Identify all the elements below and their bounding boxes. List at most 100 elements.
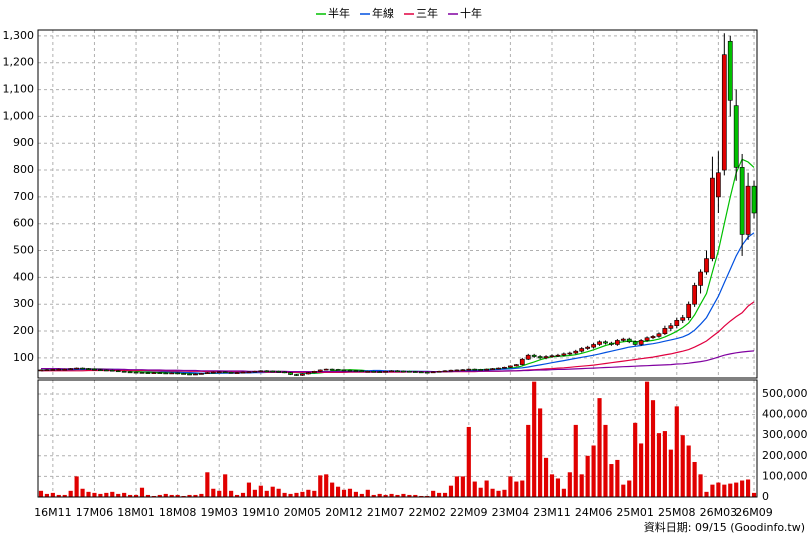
volume-bar: [442, 492, 448, 497]
volume-bar: [324, 474, 329, 497]
candle-body: [395, 370, 400, 373]
volume-bar: [359, 493, 364, 497]
candle-body: [674, 320, 680, 326]
candle-body: [496, 367, 501, 370]
volume-bar: [395, 494, 400, 497]
candle-body: [98, 369, 103, 371]
volume-bar: [371, 494, 376, 497]
volume-bar: [538, 408, 543, 497]
volume-bar: [44, 493, 49, 497]
volume-bar: [460, 476, 465, 497]
y-tick-label: 100,000: [762, 469, 808, 482]
volume-bar: [187, 494, 192, 497]
candle-body: [133, 371, 139, 374]
candle-body: [412, 371, 418, 373]
y-tick-label: 1,200: [3, 56, 35, 69]
volume-bar: [621, 484, 626, 497]
volume-bar: [466, 426, 471, 497]
candle-body: [579, 348, 585, 352]
volume-bar: [627, 480, 632, 497]
volume-bar: [288, 493, 293, 497]
volume-bar: [50, 492, 55, 497]
candle-body: [407, 370, 412, 373]
volume-bar: [122, 492, 127, 497]
candle-body: [365, 370, 371, 373]
x-tick-label: 26M09: [735, 506, 773, 519]
volume-bar: [704, 491, 709, 497]
volume-bar: [734, 482, 739, 497]
volume-bar: [276, 488, 281, 497]
volume-bar: [300, 491, 305, 497]
volume-bar: [543, 457, 549, 497]
candle-body: [258, 370, 264, 373]
volume-bar: [246, 482, 252, 497]
candle-body: [383, 370, 388, 373]
y-tick-label: 0: [762, 490, 769, 503]
x-tick-label: 19M10: [242, 506, 280, 519]
candle-body: [686, 303, 692, 318]
candle-body: [543, 356, 549, 359]
volume-bar: [549, 474, 555, 497]
candle-body: [44, 369, 50, 371]
candle-body: [145, 372, 151, 374]
volume-bar: [86, 491, 91, 497]
volume-bar: [258, 485, 263, 497]
candle-body: [591, 344, 596, 348]
volume-bar: [282, 492, 287, 497]
volume-bar: [98, 493, 103, 497]
candle-body: [317, 369, 323, 372]
candle-body: [50, 369, 56, 371]
candle-body: [68, 368, 74, 370]
volume-bar: [104, 492, 109, 497]
candle-body: [389, 370, 394, 373]
candle-body: [80, 367, 85, 370]
volume-bar: [365, 489, 370, 497]
candle-body: [187, 373, 192, 376]
volume-bar: [567, 472, 572, 497]
candle-body: [347, 369, 353, 372]
volume-bar: [252, 489, 257, 497]
volume-bar: [145, 494, 151, 497]
legend-label: 三年: [416, 6, 438, 20]
volume-bar: [686, 445, 691, 497]
volume-bar: [448, 485, 454, 497]
plot-frame: [37, 29, 758, 379]
candle-body: [264, 370, 270, 373]
candle-body: [103, 369, 109, 372]
candle-body: [199, 373, 204, 375]
candle-body: [377, 371, 383, 373]
candle-body: [656, 333, 662, 337]
volume-bar: [478, 487, 483, 497]
candle-body: [609, 342, 614, 345]
y-tick-label: 500: [13, 244, 34, 257]
volume-bar: [341, 489, 347, 497]
volume-bar: [728, 483, 733, 497]
candle-body: [359, 370, 365, 373]
volume-bar: [573, 424, 578, 497]
volume-bar: [656, 433, 662, 497]
volume-bar: [181, 495, 186, 497]
candle-body: [341, 369, 347, 372]
volume-bar: [401, 493, 406, 497]
candle-body: [276, 370, 282, 373]
volume-bar: [133, 494, 139, 497]
volume-bar: [407, 494, 412, 497]
y-tick-label: 700: [13, 190, 34, 203]
volume-bar: [270, 486, 275, 497]
candle-body: [525, 354, 531, 360]
y-tick-label: 100: [13, 351, 34, 364]
y-tick-label: 400: [13, 270, 34, 283]
candle-body: [603, 341, 608, 344]
volume-bar: [431, 490, 436, 497]
volume-bar: [555, 478, 561, 497]
x-tick-label: 20M12: [325, 506, 363, 519]
candle-body: [163, 372, 169, 375]
x-tick-label: 18M08: [159, 506, 197, 519]
x-tick-label: 24M06: [575, 506, 613, 519]
candle-body: [371, 370, 377, 373]
volume-bar: [234, 494, 240, 497]
volume-bar: [211, 488, 216, 497]
volume-bar: [496, 490, 501, 497]
candle-body: [270, 370, 276, 373]
